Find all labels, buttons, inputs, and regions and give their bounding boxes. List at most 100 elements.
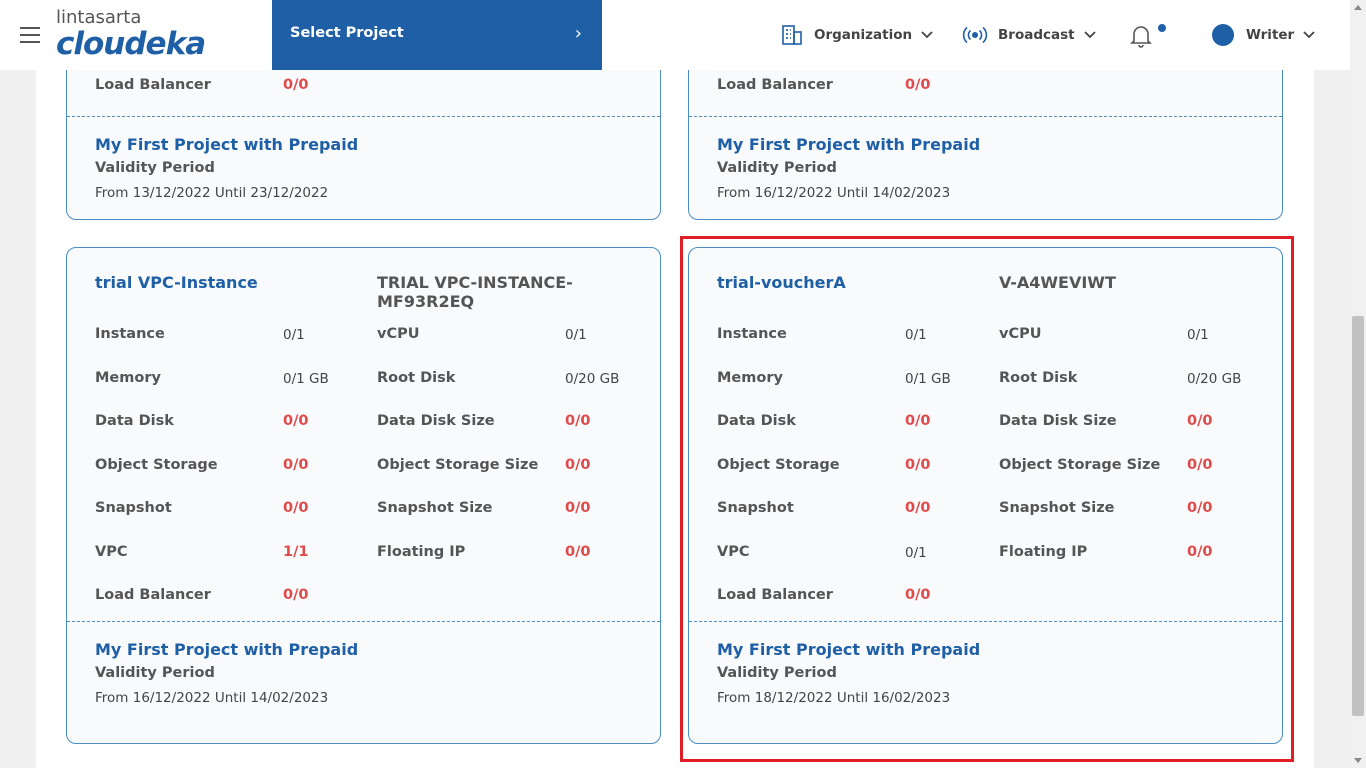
validity-label: Validity Period: [95, 664, 215, 681]
scrollbar-thumb[interactable]: [1352, 316, 1364, 716]
row-value: 0/1: [905, 327, 927, 343]
row-label: VPC: [95, 543, 128, 560]
validity-range: From 16/12/2022 Until 14/02/2023: [717, 185, 951, 201]
scrollbar[interactable]: [1350, 0, 1366, 768]
quota-row: VPC 0/1 Floating IP 0/0: [689, 534, 1282, 578]
row-value: 0/0: [565, 456, 591, 473]
row-label: Memory: [717, 369, 783, 386]
row-value: 0/0: [283, 587, 309, 603]
project-card: trial VPC-Instance TRIAL VPC-INSTANCE-MF…: [66, 247, 661, 744]
row-label: Instance: [717, 326, 787, 342]
row-label: Data Disk: [95, 413, 174, 429]
validity-range: From 18/12/2022 Until 16/02/2023: [717, 689, 951, 706]
logo[interactable]: lintasarta cloudeka: [56, 7, 206, 62]
row-label: Data Disk: [717, 413, 796, 429]
row-label: Object Storage Size: [999, 456, 1161, 473]
row-label: Root Disk: [999, 369, 1078, 386]
quota-row: Memory 0/1 GB Root Disk 0/20 GB: [67, 360, 660, 404]
project-title[interactable]: trial VPC-Instance: [95, 273, 258, 292]
project-name[interactable]: My First Project with Prepaid: [95, 135, 359, 154]
row-value: 0/0: [283, 500, 309, 516]
chevron-down-icon: [920, 30, 934, 40]
row-value: 0/0: [1187, 500, 1213, 516]
project-title[interactable]: trial-voucherA: [717, 273, 846, 292]
row-label: vCPU: [999, 326, 1042, 342]
row-label: Instance: [95, 326, 165, 342]
load-balancer-row: Load Balancer 0/0: [689, 67, 1282, 111]
row-value: 0/0: [283, 413, 309, 429]
validity-range: From 16/12/2022 Until 14/02/2023: [95, 689, 329, 706]
row-label: Object Storage: [95, 456, 218, 473]
row-label: Load Balancer: [717, 587, 833, 603]
project-name[interactable]: My First Project with Prepaid: [717, 135, 981, 154]
quota-row: Snapshot 0/0 Snapshot Size 0/0: [67, 490, 660, 534]
card-footer: My First Project with Prepaid Validity P…: [67, 116, 660, 219]
row-label: Object Storage: [717, 456, 840, 473]
row-value: 1/1: [283, 543, 309, 560]
card-header: trial VPC-Instance TRIAL VPC-INSTANCE-MF…: [67, 248, 660, 316]
select-project-button[interactable]: Select Project ›: [272, 0, 602, 70]
quota-row: Load Balancer 0/0: [67, 577, 660, 621]
row-label: Root Disk: [377, 369, 456, 386]
row-value: 0/0: [1187, 456, 1213, 473]
row-label: Snapshot: [95, 500, 172, 516]
row-value: 0/1: [1187, 327, 1209, 343]
row-value: 0/0: [905, 413, 931, 429]
bell-icon[interactable]: [1130, 24, 1152, 48]
building-icon: [780, 23, 804, 47]
quota-row: Object Storage 0/0 Object Storage Size 0/0: [689, 447, 1282, 491]
card-footer: My First Project with Prepaid Validity P…: [689, 620, 1282, 725]
quota-row: Snapshot 0/0 Snapshot Size 0/0: [689, 490, 1282, 534]
broadcast-menu[interactable]: Broadcast: [962, 0, 1097, 70]
organization-label: Organization: [814, 27, 913, 43]
row-label: VPC: [717, 543, 750, 560]
select-project-label: Select Project: [290, 25, 404, 41]
validity-label: Validity Period: [717, 160, 837, 176]
card-footer: My First Project with Prepaid Validity P…: [689, 116, 1282, 219]
quota-row: Data Disk 0/0 Data Disk Size 0/0: [689, 403, 1282, 447]
quota-rows: Instance 0/1 vCPU 0/1 Memory 0/1 GB Root Disk 0…: [689, 316, 1282, 621]
quota-row: Load Balancer 0/0: [689, 577, 1282, 621]
logo-subtext: lintasarta: [56, 7, 142, 28]
row-value: 0/0: [283, 77, 309, 93]
row-value: 0/1: [905, 544, 927, 561]
logo-text: cloudeka: [56, 26, 206, 62]
quota-row: Memory 0/1 GB Root Disk 0/20 GB: [689, 360, 1282, 404]
project-code: TRIAL VPC-INSTANCE-MF93R2EQ: [377, 273, 573, 311]
row-value: 0/0: [565, 413, 591, 429]
load-balancer-row: Load Balancer 0/0: [67, 67, 660, 111]
row-label: Memory: [95, 369, 161, 386]
project-name[interactable]: My First Project with Prepaid: [717, 639, 981, 659]
card-footer: My First Project with Prepaid Validity P…: [67, 620, 660, 725]
chevron-right-icon: ›: [574, 23, 582, 44]
broadcast-icon: [962, 25, 988, 45]
row-value: 0/0: [905, 587, 931, 603]
row-value: 0/1 GB: [283, 370, 329, 387]
avatar: [1212, 24, 1234, 46]
quota-row: Instance 0/1 vCPU 0/1: [67, 316, 660, 360]
row-label: Floating IP: [377, 543, 466, 560]
project-name[interactable]: My First Project with Prepaid: [95, 639, 359, 659]
row-value: 0/0: [905, 500, 931, 516]
validity-label: Validity Period: [717, 664, 837, 681]
scroll-up-arrow[interactable]: [1354, 5, 1362, 10]
row-label: Load Balancer: [95, 587, 211, 603]
user-menu[interactable]: Writer: [1212, 0, 1316, 70]
validity-range: From 13/12/2022 Until 23/12/2022: [95, 185, 329, 201]
row-label: Data Disk Size: [999, 413, 1117, 429]
quota-rows: Instance 0/1 vCPU 0/1 Memory 0/1 GB Root Disk 0…: [67, 316, 660, 621]
quota-row: Data Disk 0/0 Data Disk Size 0/0: [67, 403, 660, 447]
row-value: 0/20 GB: [565, 370, 620, 387]
project-card: trial-voucherA V-A4WEVIWT Instance 0/1 vCP…: [688, 247, 1283, 744]
row-value: 0/0: [1187, 413, 1213, 429]
quota-row: Instance 0/1 vCPU 0/1: [689, 316, 1282, 360]
organization-menu[interactable]: Organization: [780, 0, 934, 70]
card-header: trial-voucherA V-A4WEVIWT: [689, 248, 1282, 316]
row-value: 0/0: [1187, 543, 1213, 560]
menu-icon[interactable]: [20, 27, 40, 43]
row-value: 0/1 GB: [905, 370, 951, 387]
notification-dot: [1158, 24, 1166, 32]
chevron-down-icon: [1083, 30, 1097, 40]
scroll-down-arrow[interactable]: [1354, 758, 1362, 763]
row-value: 0/1: [283, 327, 305, 343]
